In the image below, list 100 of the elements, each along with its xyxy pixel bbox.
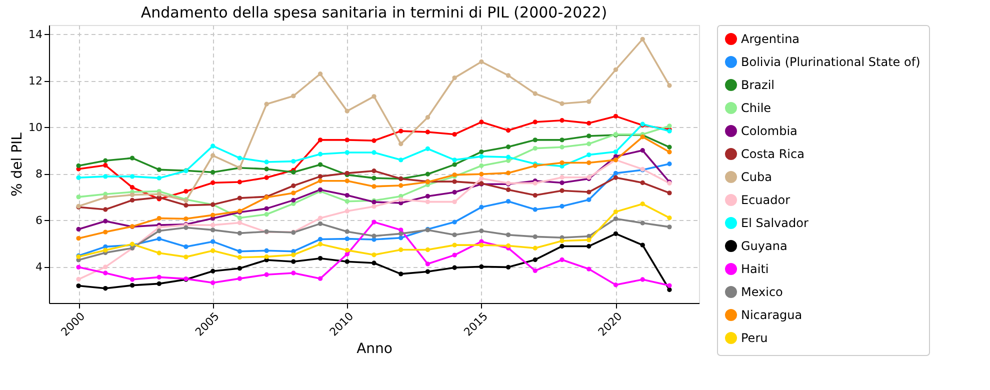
x-axis-title: Anno (356, 341, 392, 358)
point (156, 250, 162, 256)
point (586, 190, 592, 194)
point (586, 160, 592, 166)
point (613, 170, 618, 176)
point (398, 128, 404, 134)
legend-label: Colombia (741, 124, 798, 138)
y-axis-title: % del PIL (10, 132, 26, 196)
point (318, 221, 323, 226)
legend-label: Peru (741, 331, 768, 345)
point (398, 142, 404, 146)
point (613, 67, 618, 72)
point (76, 276, 81, 282)
point (506, 170, 511, 176)
point (560, 138, 564, 142)
point (506, 243, 511, 248)
point (291, 183, 296, 188)
point (372, 234, 376, 238)
point (560, 144, 564, 150)
point (130, 198, 135, 203)
point (103, 162, 108, 168)
point (291, 198, 296, 203)
point (76, 264, 81, 270)
point (560, 204, 564, 209)
point (532, 192, 538, 198)
point (103, 264, 108, 270)
point (237, 216, 242, 220)
point (425, 115, 430, 120)
point (318, 216, 323, 220)
point (613, 231, 618, 236)
point (76, 194, 81, 200)
point (264, 272, 269, 277)
point (532, 207, 538, 212)
point (640, 220, 645, 226)
point (613, 282, 618, 288)
point (291, 252, 296, 258)
point (479, 154, 484, 159)
point (613, 216, 618, 222)
point (506, 199, 511, 204)
point (103, 195, 108, 200)
point (210, 153, 216, 158)
point (506, 73, 511, 78)
point (479, 204, 484, 210)
point (264, 160, 269, 164)
point (372, 176, 376, 180)
legend-label: Nicaragua (741, 308, 802, 322)
point (586, 142, 592, 146)
point (318, 242, 323, 246)
point (506, 264, 511, 270)
point (372, 94, 376, 99)
point (425, 247, 430, 252)
y-tick-label: 12 (28, 74, 42, 88)
point (372, 204, 376, 209)
point (184, 254, 188, 260)
point (479, 163, 484, 168)
point (425, 146, 430, 152)
point (586, 238, 592, 242)
legend-label: Mexico (741, 285, 783, 299)
point (318, 138, 323, 142)
point (613, 149, 618, 154)
point (344, 208, 350, 214)
point (640, 36, 645, 42)
point (452, 265, 457, 270)
point (291, 259, 296, 264)
point (210, 212, 216, 218)
point (264, 212, 269, 217)
point (667, 124, 672, 128)
point (640, 148, 645, 153)
point (452, 179, 457, 184)
point (372, 168, 376, 174)
point (264, 248, 269, 253)
point (586, 120, 592, 126)
point (667, 162, 672, 166)
point (667, 224, 672, 230)
point (452, 190, 457, 195)
legend-label: Costa Rica (741, 147, 804, 161)
y-tick-label: 8 (36, 167, 42, 180)
point (532, 268, 538, 274)
point (210, 144, 216, 148)
point (130, 277, 135, 282)
point (184, 244, 188, 250)
point (237, 266, 242, 271)
point (156, 192, 162, 196)
point (452, 132, 457, 137)
point (372, 260, 376, 266)
point (103, 248, 108, 253)
point (640, 180, 645, 186)
point (372, 150, 376, 155)
point (76, 163, 81, 168)
legend-label: Ecuador (741, 193, 790, 207)
point (318, 152, 323, 156)
point (344, 192, 350, 198)
point (237, 230, 242, 236)
point (613, 114, 618, 119)
point (506, 232, 511, 238)
chart-title: Andamento della spesa sanitaria in termini di PIL (2000-2022) (140, 4, 608, 22)
point (210, 170, 216, 175)
point (156, 216, 162, 221)
point (452, 75, 457, 80)
point (318, 256, 323, 261)
